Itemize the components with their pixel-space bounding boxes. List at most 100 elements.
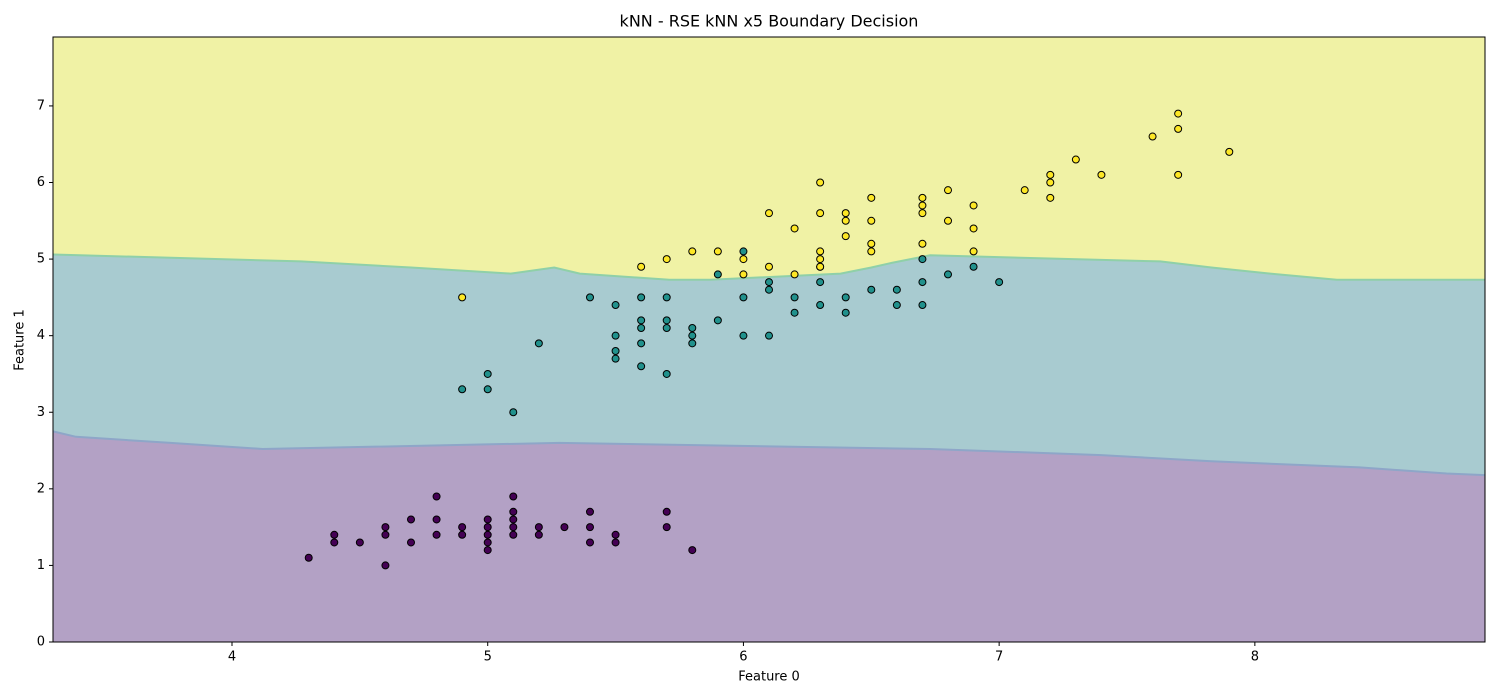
data-point bbox=[816, 209, 825, 218]
data-point bbox=[586, 293, 594, 302]
data-point bbox=[611, 331, 620, 340]
data-point bbox=[816, 278, 825, 287]
data-point bbox=[765, 331, 773, 340]
y-axis-label: Feature 1 bbox=[13, 309, 28, 371]
data-point bbox=[918, 201, 927, 210]
data-point bbox=[867, 193, 876, 202]
data-point bbox=[867, 247, 876, 256]
data-point bbox=[816, 247, 825, 256]
data-point bbox=[1046, 170, 1055, 179]
data-point bbox=[662, 369, 671, 378]
x-tick-label: 6 bbox=[739, 650, 747, 665]
data-point bbox=[662, 523, 671, 532]
data-point bbox=[458, 530, 467, 539]
data-point bbox=[1071, 155, 1080, 164]
data-point bbox=[458, 523, 467, 532]
data-point bbox=[662, 316, 671, 325]
data-point bbox=[381, 561, 390, 570]
data-point bbox=[611, 538, 620, 547]
data-point bbox=[944, 216, 952, 225]
data-point bbox=[765, 209, 773, 218]
data-point bbox=[483, 538, 492, 547]
data-point bbox=[816, 301, 825, 310]
data-point bbox=[637, 262, 646, 271]
y-tick-label: 6 bbox=[37, 175, 45, 190]
data-point bbox=[944, 270, 952, 279]
data-point bbox=[713, 316, 722, 325]
data-point bbox=[534, 339, 543, 348]
data-point bbox=[1046, 178, 1055, 187]
data-point bbox=[918, 255, 927, 264]
data-point bbox=[1174, 170, 1183, 179]
data-point bbox=[381, 530, 390, 539]
data-point bbox=[1097, 170, 1106, 179]
data-point bbox=[509, 515, 518, 524]
x-axis-label: Feature 0 bbox=[738, 670, 800, 685]
data-point bbox=[816, 178, 825, 187]
data-point bbox=[662, 255, 671, 264]
data-point bbox=[483, 546, 492, 555]
data-point bbox=[867, 239, 876, 248]
data-point bbox=[458, 293, 467, 302]
data-point bbox=[841, 293, 850, 302]
data-point bbox=[637, 316, 646, 325]
data-point bbox=[662, 507, 671, 516]
data-point bbox=[1046, 193, 1055, 202]
data-point bbox=[1174, 124, 1183, 133]
data-point bbox=[662, 324, 671, 333]
data-point bbox=[688, 546, 697, 555]
y-tick-label: 4 bbox=[37, 328, 45, 343]
x-tick-label: 4 bbox=[228, 650, 236, 665]
data-point bbox=[637, 324, 646, 333]
data-point bbox=[483, 385, 492, 394]
data-point bbox=[407, 515, 415, 524]
data-point bbox=[1174, 109, 1183, 118]
data-point bbox=[969, 201, 978, 210]
data-point bbox=[918, 301, 927, 310]
data-point bbox=[892, 301, 901, 310]
data-point bbox=[586, 523, 594, 532]
data-point bbox=[790, 224, 799, 233]
data-point bbox=[918, 278, 927, 287]
x-tick-label: 5 bbox=[484, 650, 492, 665]
data-point bbox=[765, 285, 773, 294]
data-point bbox=[611, 301, 620, 310]
data-point bbox=[1148, 132, 1157, 141]
data-point bbox=[688, 247, 697, 256]
data-point bbox=[765, 262, 773, 271]
data-point bbox=[918, 193, 927, 202]
data-point bbox=[969, 262, 978, 271]
data-point bbox=[841, 216, 850, 225]
data-point bbox=[483, 515, 492, 524]
data-point bbox=[995, 278, 1004, 287]
data-point bbox=[586, 507, 594, 516]
data-point bbox=[432, 515, 441, 524]
data-point bbox=[713, 247, 722, 256]
data-point bbox=[483, 523, 492, 532]
data-point bbox=[867, 285, 876, 294]
data-point bbox=[816, 262, 825, 271]
data-point bbox=[1020, 186, 1029, 195]
decision-boundary bbox=[52, 253, 1485, 281]
decision-region bbox=[53, 431, 1485, 642]
data-point bbox=[458, 385, 467, 394]
data-point bbox=[790, 308, 799, 317]
data-point bbox=[739, 293, 748, 302]
data-point bbox=[765, 278, 773, 287]
data-point bbox=[688, 324, 697, 333]
data-point bbox=[713, 270, 722, 279]
data-point bbox=[944, 186, 952, 195]
data-point bbox=[432, 492, 441, 501]
data-point bbox=[509, 530, 518, 539]
data-point bbox=[739, 270, 748, 279]
data-point bbox=[739, 331, 748, 340]
data-point bbox=[816, 255, 825, 264]
data-point bbox=[918, 239, 927, 248]
data-point bbox=[790, 270, 799, 279]
data-point bbox=[381, 523, 390, 532]
data-point bbox=[509, 523, 518, 532]
data-point bbox=[841, 209, 850, 218]
data-point bbox=[509, 408, 518, 417]
data-point bbox=[739, 247, 748, 256]
